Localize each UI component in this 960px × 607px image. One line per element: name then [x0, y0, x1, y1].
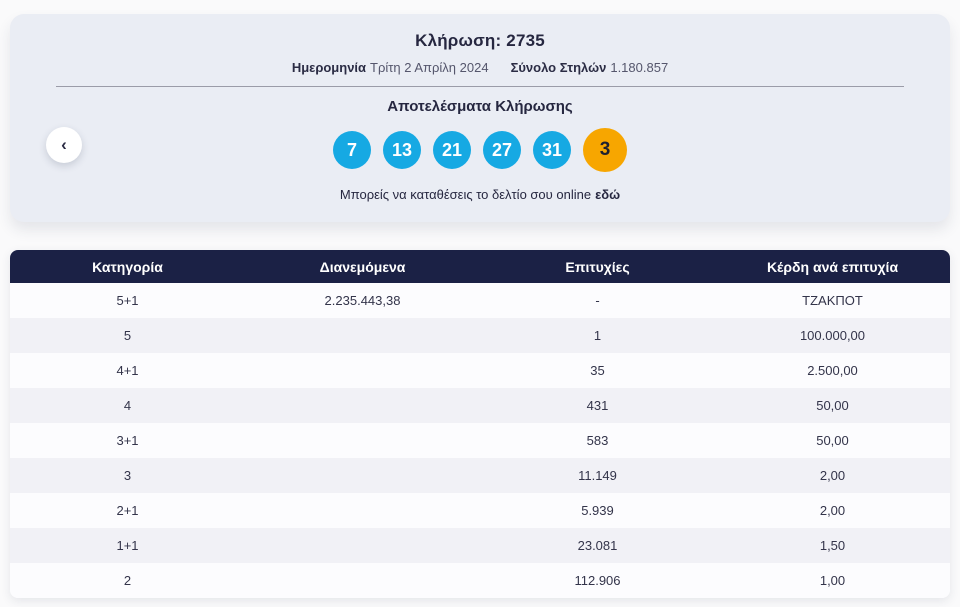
- cell-category: 3: [123, 468, 132, 483]
- results-heading: Αποτελέσματα Κλήρωσης: [387, 98, 573, 115]
- cell-category: 5+1: [116, 293, 139, 308]
- cell-winners: 112.906: [574, 573, 621, 588]
- drawn-number-ball-3: 21: [433, 131, 471, 169]
- cta-text: Μπορείς να καταθέσεις το δελτίο σου onli…: [339, 187, 592, 202]
- drawn-numbers-row: 7 13 21 27 31 3: [10, 128, 950, 172]
- draw-title: Κλήρωση: 2735: [415, 31, 545, 50]
- cell-distributed: 2.235.443,38: [324, 293, 401, 308]
- winnings-table: Κατηγορία Διανεμόμενα Επιτυχίες Κέρδη αν…: [10, 250, 950, 598]
- cell-prize: 2.500,00: [807, 363, 858, 378]
- table-row: 5 1 100.000,00: [10, 318, 950, 353]
- cell-category: 4+1: [116, 363, 139, 378]
- table-row: 2+1 5.939 2,00: [10, 493, 950, 528]
- cell-category: 5: [123, 328, 132, 343]
- chevron-left-icon: ‹: [61, 134, 67, 154]
- bonus-number-ball: 3: [583, 128, 627, 172]
- table-row: 3 11.149 2,00: [10, 458, 950, 493]
- drawn-number-ball-5: 31: [533, 131, 571, 169]
- cta-line: Μπορείς να καταθέσεις το δελτίο σου onli…: [10, 187, 950, 202]
- cell-prize: 50,00: [816, 398, 849, 413]
- card-divider: [56, 86, 904, 87]
- cell-category: 2: [123, 573, 132, 588]
- cell-prize: ΤΖΑΚΠΟΤ: [802, 293, 863, 308]
- cell-prize: 50,00: [816, 433, 849, 448]
- cell-winners: 23.081: [577, 538, 618, 553]
- cell-category: 4: [123, 398, 132, 413]
- previous-draw-button[interactable]: ‹: [46, 127, 82, 163]
- columns-label: Σύνολο Στηλών: [510, 60, 607, 75]
- table-row: 5+1 2.235.443,38 - ΤΖΑΚΠΟΤ: [10, 283, 950, 318]
- table-row: 4+1 35 2.500,00: [10, 353, 950, 388]
- date-label: Ημερομηνία: [291, 60, 367, 75]
- header-category: Κατηγορία: [92, 258, 163, 275]
- drawn-number-ball-2: 13: [383, 131, 421, 169]
- cta-here-link[interactable]: εδώ: [595, 187, 621, 202]
- cell-prize: 100.000,00: [799, 328, 866, 343]
- cell-prize: 2,00: [819, 503, 846, 518]
- table-row: 3+1 583 50,00: [10, 423, 950, 458]
- cell-category: 1+1: [116, 538, 139, 553]
- draw-meta: Ημερομηνία Τρίτη 2 Απρίλη 2024 Σύνολο Στηλ…: [10, 60, 950, 75]
- draw-card: Κλήρωση: 2735 Ημερομηνία Τρίτη 2 Απρίλη 2…: [10, 14, 950, 222]
- cell-winners: -: [595, 293, 600, 308]
- cell-prize: 1,00: [819, 573, 846, 588]
- table-body: 5+1 2.235.443,38 - ΤΖΑΚΠΟΤ 5 1 100.000,0…: [10, 283, 950, 598]
- cell-prize: 1,50: [819, 538, 846, 553]
- cell-category: 2+1: [116, 503, 139, 518]
- header-distributed: Διανεμόμενα: [319, 258, 406, 275]
- table-row: 4 431 50,00: [10, 388, 950, 423]
- cell-category: 3+1: [116, 433, 139, 448]
- table-header-row: Κατηγορία Διανεμόμενα Επιτυχίες Κέρδη αν…: [10, 250, 950, 283]
- cell-winners: 583: [586, 433, 609, 448]
- cell-winners: 5.939: [581, 503, 614, 518]
- header-prize-per-winner: Κέρδη ανά επιτυχία: [766, 258, 899, 275]
- drawn-number-ball-1: 7: [333, 131, 371, 169]
- columns-value: 1.180.857: [610, 60, 669, 75]
- cell-winners: 1: [593, 328, 602, 343]
- table-row: 2 112.906 1,00: [10, 563, 950, 598]
- cell-winners: 11.149: [578, 468, 617, 483]
- drawn-number-ball-4: 27: [483, 131, 521, 169]
- cell-prize: 2,00: [819, 468, 846, 483]
- cell-winners: 35: [590, 363, 605, 378]
- table-row: 1+1 23.081 1,50: [10, 528, 950, 563]
- header-winners: Επιτυχίες: [565, 258, 630, 275]
- date-value: Τρίτη 2 Απρίλη 2024: [370, 60, 489, 75]
- cell-winners: 431: [586, 398, 609, 413]
